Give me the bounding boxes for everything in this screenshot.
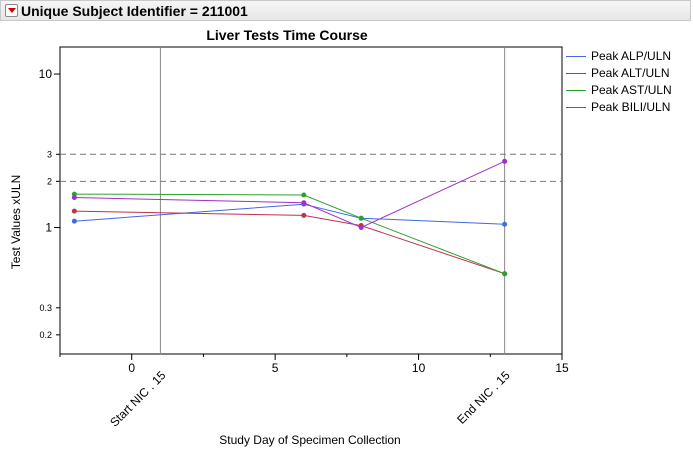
- legend-label: Peak ALP/ULN: [591, 49, 672, 63]
- legend-swatch: [566, 73, 586, 74]
- x-tick-label: 5: [272, 361, 279, 375]
- reference-line-label: End NIC . 15: [454, 368, 513, 427]
- data-point: [71, 194, 77, 200]
- y-tick-label: 3: [47, 149, 52, 159]
- x-tick-label: 0: [128, 361, 135, 375]
- data-point: [301, 192, 307, 198]
- data-point: [71, 218, 77, 224]
- series-line: [74, 160, 505, 229]
- chart-title: Liver Tests Time Course: [206, 27, 368, 43]
- outline-title: Unique Subject Identifier = 211001: [21, 3, 248, 19]
- data-point: [358, 225, 364, 231]
- legend-label: Peak BILI/ULN: [591, 100, 671, 114]
- legend-item: Peak ALP/ULN: [566, 48, 672, 65]
- data-point: [502, 221, 508, 227]
- series-line: [74, 203, 505, 225]
- data-point: [358, 215, 364, 221]
- y-tick-label: 0.2: [39, 330, 52, 340]
- legend-label: Peak ALT/ULN: [591, 66, 670, 80]
- y-tick-label: 10: [39, 67, 53, 81]
- x-tick-label: 15: [555, 361, 569, 375]
- y-tick-label: 1: [45, 221, 52, 235]
- plot-area: Start NIC . 15 End NIC . 15 0.2 0.3 1 2 3 10 0 5 1…: [39, 46, 569, 430]
- x-tick-label: 10: [412, 361, 426, 375]
- legend-swatch: [566, 56, 586, 57]
- y-axis-label: Test Values xULN: [9, 175, 23, 269]
- y-tick-label: 0.3: [39, 303, 52, 313]
- legend-swatch: [566, 90, 586, 91]
- legend-swatch: [566, 107, 586, 108]
- chart: Liver Tests Time Course Start NIC . 15 En…: [9, 27, 569, 447]
- data-point: [71, 208, 77, 214]
- legend-item: Peak ALT/ULN: [566, 65, 672, 82]
- series-line: [74, 193, 505, 275]
- data-point: [502, 271, 508, 277]
- disclosure-triangle-icon[interactable]: [5, 4, 18, 17]
- legend-item: Peak AST/ULN: [566, 82, 672, 99]
- plot-frame: [59, 46, 563, 355]
- data-point: [301, 200, 307, 206]
- data-point: [301, 212, 307, 218]
- legend-item: Peak BILI/ULN: [566, 99, 672, 116]
- x-axis-label: Study Day of Specimen Collection: [219, 433, 400, 447]
- legend: Peak ALP/ULN Peak ALT/ULN Peak AST/ULN Peak…: [566, 48, 672, 116]
- outline-header: Unique Subject Identifier = 211001: [0, 0, 691, 21]
- data-point: [502, 158, 508, 164]
- series-line: [74, 210, 505, 275]
- y-tick-label: 2: [47, 176, 52, 186]
- legend-label: Peak AST/ULN: [591, 83, 672, 97]
- reference-line-label: Start NIC . 15: [107, 368, 169, 430]
